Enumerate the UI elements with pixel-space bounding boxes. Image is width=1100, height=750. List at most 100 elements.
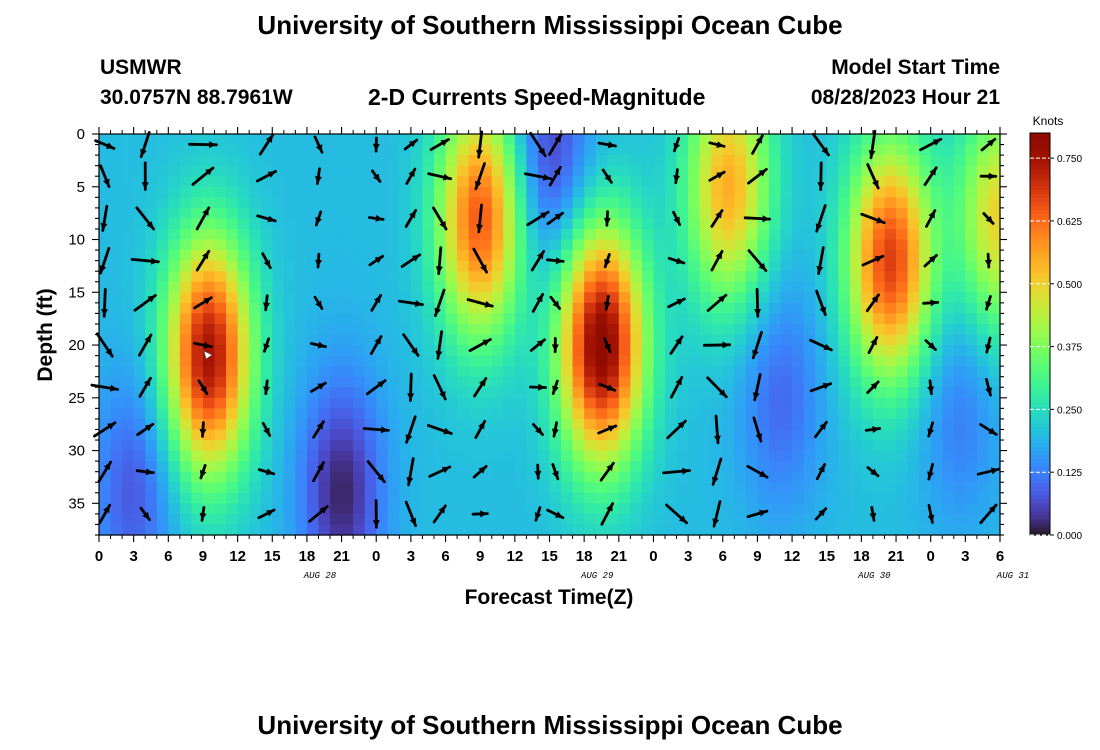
current-vector-arrow (471, 510, 489, 518)
heatmap-cell (584, 345, 597, 357)
heatmap-cell (364, 471, 377, 483)
heatmap-cell (595, 334, 608, 346)
heatmap-cell (688, 492, 701, 504)
heatmap-cell (514, 207, 527, 220)
heatmap-cell (953, 429, 966, 441)
heatmap-cell (168, 155, 181, 167)
heatmap-cell (468, 155, 481, 167)
heatmap-cell (838, 418, 851, 431)
heatmap-cell (826, 197, 839, 209)
heatmap-cell (422, 207, 435, 220)
heatmap-cell (376, 271, 389, 283)
heatmap-cell (988, 302, 1001, 314)
heatmap-cell (907, 397, 920, 409)
heatmap-cell (422, 239, 435, 251)
heatmap-cell (503, 228, 516, 241)
heatmap-cell (688, 292, 701, 304)
heatmap-cell (445, 186, 458, 198)
heatmap-cell (768, 408, 782, 420)
heatmap-cell (953, 418, 966, 431)
heatmap-cell (526, 440, 539, 452)
heatmap-cell (503, 281, 516, 293)
heatmap-cell (122, 482, 135, 494)
heatmap-cell (202, 302, 216, 314)
heatmap-cell (99, 260, 112, 272)
heatmap-cell (768, 482, 782, 494)
heatmap-cell (988, 207, 1001, 220)
heatmap-cell (561, 366, 574, 378)
heatmap-cell (745, 482, 759, 494)
heatmap-cell (214, 260, 227, 272)
heatmap-cell (745, 524, 759, 536)
current-vector-arrow (367, 214, 385, 222)
heatmap-cell (179, 387, 193, 399)
heatmap-cell (722, 218, 735, 230)
heatmap-cell (676, 165, 689, 177)
heatmap-cell (376, 440, 389, 452)
heatmap-cell (572, 302, 585, 314)
heatmap-cell (179, 281, 193, 293)
heatmap-cell (99, 228, 112, 241)
current-vector-arrow (923, 253, 938, 268)
heatmap-cell (826, 450, 839, 462)
heatmap-cell (884, 207, 897, 220)
heatmap-cell (815, 186, 828, 198)
heatmap-cell (191, 334, 204, 346)
heatmap-cell (387, 260, 400, 272)
heatmap-cell (410, 207, 424, 220)
heatmap-cell (295, 197, 308, 209)
heatmap-cell (272, 513, 285, 526)
heatmap-cell (676, 503, 689, 515)
current-vector-arrow (308, 505, 329, 523)
heatmap-cell (491, 281, 504, 293)
heatmap-cell (237, 228, 250, 241)
heatmap-cell (584, 260, 597, 272)
current-vector-arrow (864, 426, 882, 433)
current-vector-arrow (815, 289, 827, 317)
heatmap-cell (191, 239, 204, 251)
heatmap-cell (179, 228, 193, 241)
heatmap-cell (295, 271, 308, 283)
heatmap-cell (653, 313, 666, 325)
heatmap-cell (676, 355, 689, 367)
heatmap-cell (214, 313, 227, 325)
heatmap-cell (156, 176, 169, 188)
heatmap-cell (272, 176, 285, 188)
heatmap-cell (387, 334, 400, 346)
heatmap-cell (607, 334, 620, 346)
heatmap-cell (537, 492, 551, 504)
heatmap-cell (491, 250, 504, 262)
heatmap-cell (99, 144, 112, 156)
heatmap-cell (584, 207, 597, 220)
heatmap-cell (780, 207, 793, 220)
heatmap-cell (156, 492, 169, 504)
heatmap-cell (445, 165, 458, 177)
heatmap-cell (653, 408, 666, 420)
heatmap-cell (376, 218, 389, 230)
heatmap-cell (872, 313, 886, 325)
heatmap-cell (907, 471, 920, 483)
heatmap-cell (907, 513, 920, 526)
heatmap-cell (145, 366, 158, 378)
heatmap-cell (306, 397, 320, 409)
heatmap-cell (907, 323, 920, 336)
heatmap-cell (410, 408, 424, 420)
heatmap-cell (156, 461, 169, 473)
heatmap-cell (919, 418, 932, 431)
heatmap-cell (861, 450, 874, 462)
heatmap-cell (237, 429, 250, 441)
heatmap-cell (133, 250, 146, 262)
colorbar-step (1030, 197, 1050, 202)
x-tick-label: 15 (541, 548, 558, 565)
heatmap-cell (537, 408, 551, 420)
heatmap-cell (156, 387, 169, 399)
heatmap-cell (249, 313, 262, 325)
heatmap-cell (884, 376, 897, 388)
heatmap-cell (676, 271, 689, 283)
current-vector-arrow (597, 141, 617, 149)
heatmap-cell (364, 260, 377, 272)
heatmap-cell (445, 387, 458, 399)
heatmap-cell (376, 513, 389, 526)
heatmap-cell (688, 218, 701, 230)
heatmap-cell (122, 218, 135, 230)
